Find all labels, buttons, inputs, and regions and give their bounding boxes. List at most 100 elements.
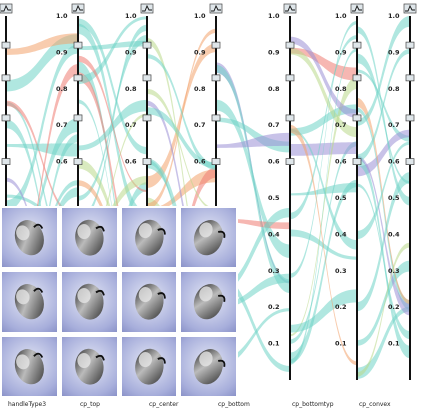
tick-label: 0.1 [268,340,280,348]
flow-ribbon [78,34,147,201]
axis-marker[interactable] [1,158,11,165]
shape-preview-cell[interactable] [60,207,118,269]
histogram-curve [211,4,221,12]
axis-marker[interactable] [352,158,362,165]
axis-marker[interactable] [73,74,83,82]
shape-preview-icon [14,284,44,320]
flow-ribbon [147,28,216,210]
shape-preview-cell[interactable] [180,207,237,269]
tick-label: 0.3 [335,267,347,275]
flow-ribbon [6,44,78,212]
shape-preview-cell[interactable] [120,207,178,269]
axis-marker[interactable] [1,114,11,122]
shape-preview-icon [134,348,166,385]
flow-ribbon [78,40,147,51]
tick-label: 1.0 [125,12,137,20]
shape-preview-cell[interactable] [180,271,237,333]
axis-marker[interactable] [211,74,221,82]
axis-marker[interactable] [405,114,415,122]
axis-marker[interactable] [142,114,152,122]
flow-ribbon [290,35,357,220]
shape-preview-cell[interactable] [120,271,178,333]
shape-preview-cell[interactable] [1,335,58,397]
flow-ribbon [216,207,290,294]
axis-marker[interactable] [352,74,362,82]
tick-label: 0.2 [335,303,347,311]
flow-ribbon [6,100,78,219]
flow-ribbon [6,118,78,265]
flow-ribbon [290,179,357,364]
shape-preview-cell[interactable] [1,271,58,333]
axis-marker[interactable] [352,114,362,122]
flow-ribbon [216,308,290,367]
axis-histogram-thumbnail[interactable] [350,3,364,14]
tick-label: 0.4 [388,230,400,238]
tick-label: 0.8 [56,85,68,93]
axis-label: cp_bottom [218,401,250,408]
flow-ribbon [78,113,147,255]
shape-preview-cell[interactable] [120,335,178,397]
histogram-curve [405,4,415,12]
axis-marker[interactable] [352,41,362,49]
tick-label: 1.0 [335,12,347,20]
shape-preview-icon [194,284,226,320]
flow-ribbon [290,289,357,333]
axis-marker[interactable] [405,158,415,165]
shape-preview-icon [74,284,105,320]
shape-preview-cell[interactable] [180,335,237,397]
axis-marker[interactable] [405,41,415,49]
flow-ribbon [290,48,357,365]
tick-label: 0.3 [268,267,280,275]
flow-ribbon [357,107,410,310]
shape-preview-cell[interactable] [1,207,58,269]
flow-ribbon [147,107,216,169]
axis-marker[interactable] [142,158,152,165]
axis-marker[interactable] [285,41,295,49]
shape-preview-cell[interactable] [60,335,118,397]
flow-ribbon [290,36,357,118]
tick-label: 0.6 [268,158,280,166]
axis-histogram-thumbnail[interactable] [0,3,13,14]
tick-label: 1.0 [388,12,400,20]
tick-label: 0.6 [335,158,347,166]
flow-ribbon [290,20,357,278]
tick-label: 0.6 [125,158,137,166]
shape-preview-cell[interactable] [60,271,118,333]
axis-marker[interactable] [211,41,221,49]
axis-marker[interactable] [142,74,152,82]
axis-histogram-thumbnail[interactable] [209,3,223,14]
axis-histogram-thumbnail[interactable] [140,3,154,14]
axis-marker[interactable] [405,74,415,82]
axis-marker[interactable] [285,158,295,165]
axis-histogram-thumbnail[interactable] [71,3,85,14]
axis-marker[interactable] [73,114,83,122]
axis-histogram-thumbnail[interactable] [403,3,417,14]
axis-marker[interactable] [285,74,295,82]
flow-ribbon [357,16,410,126]
axis-histogram-thumbnail[interactable] [283,3,297,14]
tick-label: 0.5 [388,194,400,202]
flow-ribbon [290,141,357,344]
flow-ribbon [357,172,410,312]
tick-label: 0.8 [335,85,347,93]
axis-marker[interactable] [285,114,295,122]
tick-label: 0.5 [268,194,280,202]
tick-label: 0.4 [268,230,280,238]
histogram-curve [352,4,362,12]
axis-marker[interactable] [1,74,11,82]
axis-label: cp_bottomtyp [292,401,334,408]
axis-marker[interactable] [211,158,221,165]
axis-marker[interactable] [211,114,221,122]
axis-marker[interactable] [1,41,11,49]
axis-marker[interactable] [142,41,152,49]
axis-marker[interactable] [73,41,83,49]
axis-marker[interactable] [73,158,83,165]
histogram-curve [73,4,83,12]
flow-ribbon [147,88,216,211]
shape-preview-icon [74,219,105,256]
tick-label: 1.0 [268,12,280,20]
shape-preview-icon [134,219,166,256]
shape-preview-icon [14,220,44,256]
tick-label: 0.3 [388,267,400,275]
tick-label: 0.9 [268,48,280,56]
